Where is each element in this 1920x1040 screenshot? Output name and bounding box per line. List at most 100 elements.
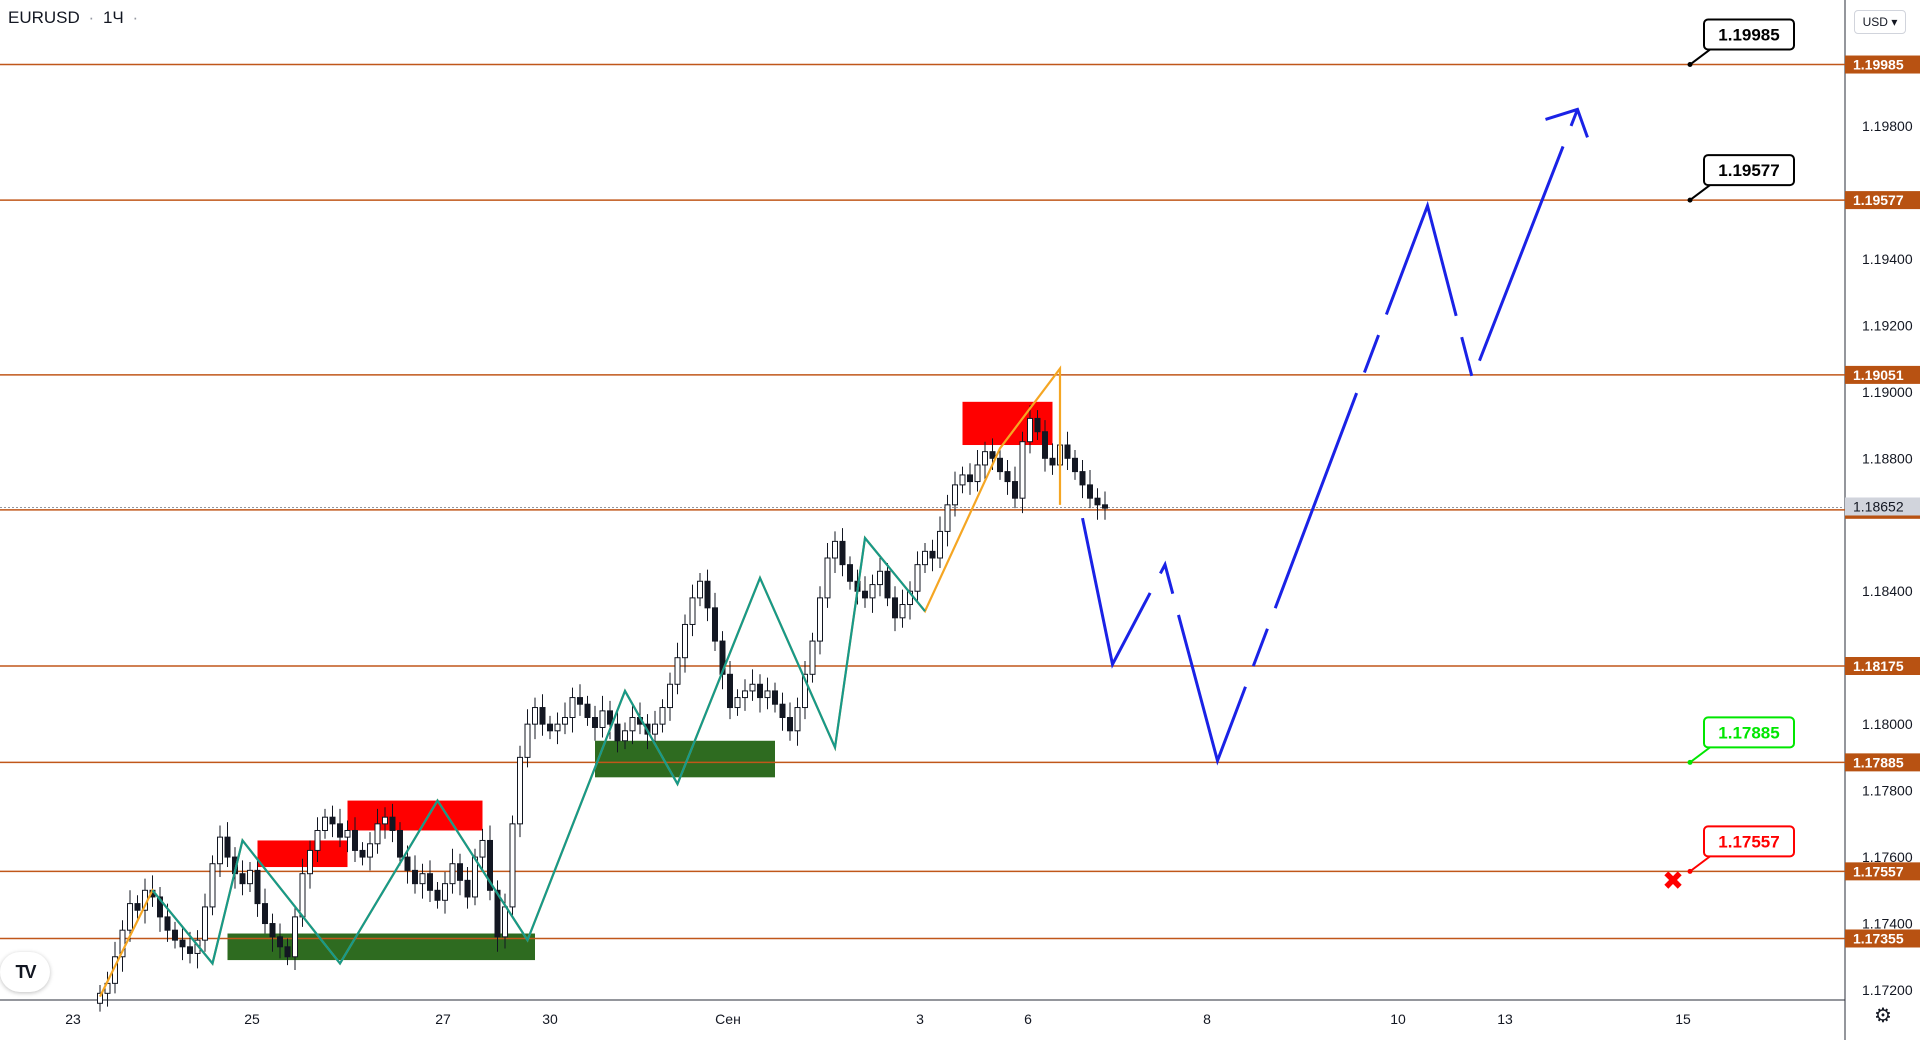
callout-pointer (1689, 855, 1711, 873)
candle (269, 923, 276, 938)
candle (217, 836, 223, 865)
candle (247, 869, 253, 885)
candle (554, 723, 561, 732)
callout-pointer (1689, 48, 1711, 66)
candle (539, 707, 546, 725)
candle (397, 829, 403, 858)
current-price-label: 1.18652 (1853, 498, 1904, 514)
demand-zone (595, 740, 775, 778)
x-tick-label: 25 (244, 1011, 260, 1027)
candle (712, 607, 718, 642)
candle (659, 707, 666, 725)
timeframe-label[interactable]: 1Ч (102, 8, 124, 27)
candle (412, 869, 418, 885)
candle (682, 623, 688, 659)
level-tag-label: 1.19577 (1853, 192, 1904, 208)
candle (547, 723, 553, 732)
more-dot: · (132, 8, 139, 27)
supply-zone (347, 800, 483, 831)
candle (277, 936, 283, 948)
x-tick-label: 27 (435, 1011, 451, 1027)
level-tag-label: 1.19051 (1853, 367, 1904, 383)
x-tick-label: 30 (542, 1011, 558, 1027)
candle (434, 889, 441, 901)
candle (832, 540, 838, 559)
callout-pointer (1689, 746, 1711, 764)
candle (1034, 417, 1041, 433)
forecast-arrowhead (1545, 107, 1589, 138)
callout-label: 1.19577 (1718, 161, 1779, 180)
candle (592, 717, 598, 728)
candle (307, 849, 313, 875)
symbol-header[interactable]: EURUSD · 1Ч · (8, 8, 142, 28)
candle (202, 906, 208, 941)
candle (532, 707, 538, 725)
y-tick-label: 1.18400 (1862, 583, 1913, 599)
candle (284, 946, 291, 958)
teal-swings (151, 535, 926, 966)
candle (479, 839, 486, 858)
candle (1094, 497, 1101, 506)
callout-box (1703, 825, 1795, 858)
orange-swings (99, 365, 1062, 998)
candle (959, 474, 966, 486)
candle (187, 946, 193, 954)
candle (329, 816, 336, 825)
callout-box (1703, 18, 1795, 51)
candle (487, 839, 493, 891)
settings-gear-icon[interactable]: ⚙ (1874, 1005, 1892, 1027)
x-tick-label: 10 (1390, 1011, 1406, 1027)
x-tick-label: 15 (1675, 1011, 1691, 1027)
candle (509, 823, 516, 908)
candle (314, 829, 321, 851)
candle (179, 939, 186, 948)
forecast-path (1081, 108, 1579, 766)
y-tick-label: 1.19000 (1862, 384, 1913, 400)
candle (427, 873, 433, 891)
currency-button[interactable]: USD ▾ (1854, 10, 1906, 34)
cross-marker-icon: ✖ (1662, 866, 1684, 896)
current-price-tag (1845, 497, 1920, 516)
candle (1072, 457, 1078, 473)
callout-anchor (1687, 759, 1693, 765)
candle (734, 697, 741, 709)
callout-box (1703, 716, 1795, 749)
level-tag (1845, 55, 1920, 74)
candle (1102, 504, 1108, 509)
candle (914, 564, 921, 592)
candle (982, 451, 988, 466)
callout-anchor (1687, 868, 1693, 874)
candle (937, 530, 943, 559)
candle (839, 540, 846, 566)
candle (952, 484, 958, 506)
callout-pointer (1689, 184, 1711, 201)
candle (1087, 484, 1093, 499)
candle (974, 464, 981, 483)
candle (674, 657, 681, 685)
candle (697, 580, 703, 599)
x-tick-label: 8 (1203, 1011, 1211, 1027)
candle (1079, 471, 1086, 486)
callout-label: 1.17557 (1718, 832, 1779, 851)
level-tag-label: 1.17355 (1853, 930, 1904, 946)
candle (824, 557, 831, 599)
level-tag (1845, 657, 1920, 675)
candle (704, 580, 711, 609)
tradingview-logo-icon[interactable]: TV (0, 952, 50, 992)
candle (359, 849, 366, 858)
candle (629, 717, 636, 732)
candle (322, 816, 328, 831)
candle (569, 697, 576, 719)
candle (577, 697, 583, 705)
candle (757, 683, 763, 699)
candle (224, 836, 231, 858)
candle (607, 710, 613, 725)
y-tick-label: 1.19800 (1862, 118, 1913, 134)
level-tag-label: 1.17557 (1853, 863, 1904, 879)
candle (157, 896, 163, 918)
candle (764, 690, 771, 699)
candle (877, 570, 883, 586)
candle (787, 717, 793, 732)
callout-anchor (1687, 197, 1693, 203)
